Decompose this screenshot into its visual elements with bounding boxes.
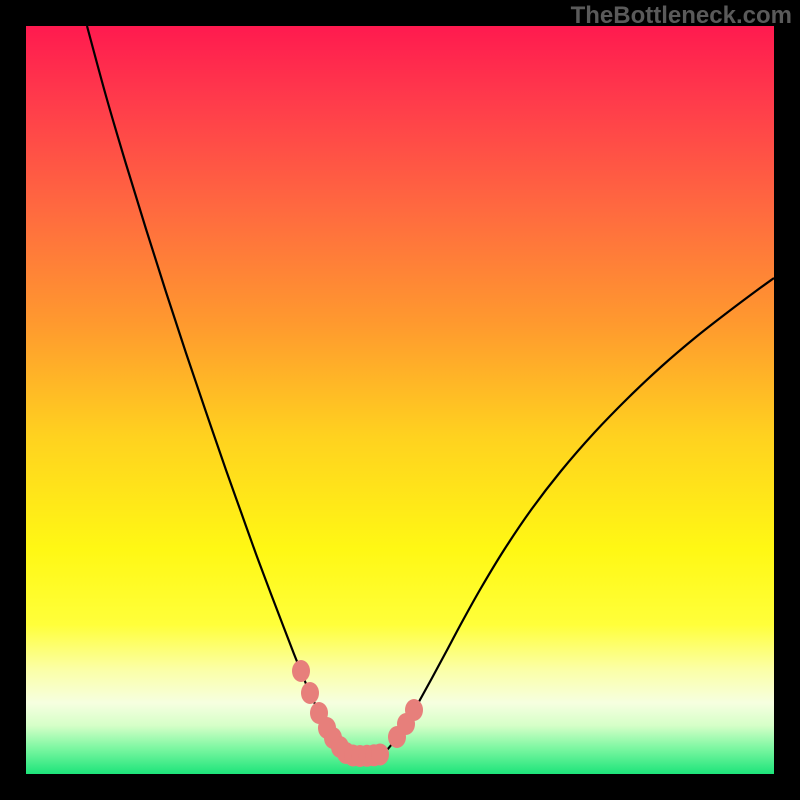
watermark-text: TheBottleneck.com: [571, 2, 792, 30]
data-marker: [292, 660, 310, 682]
data-marker: [301, 682, 319, 704]
plot-svg: [26, 26, 774, 774]
data-marker: [405, 699, 423, 721]
data-marker: [371, 744, 389, 766]
gradient-background: [26, 26, 774, 774]
plot-area: [26, 26, 774, 774]
chart-frame: TheBottleneck.com: [0, 0, 800, 800]
